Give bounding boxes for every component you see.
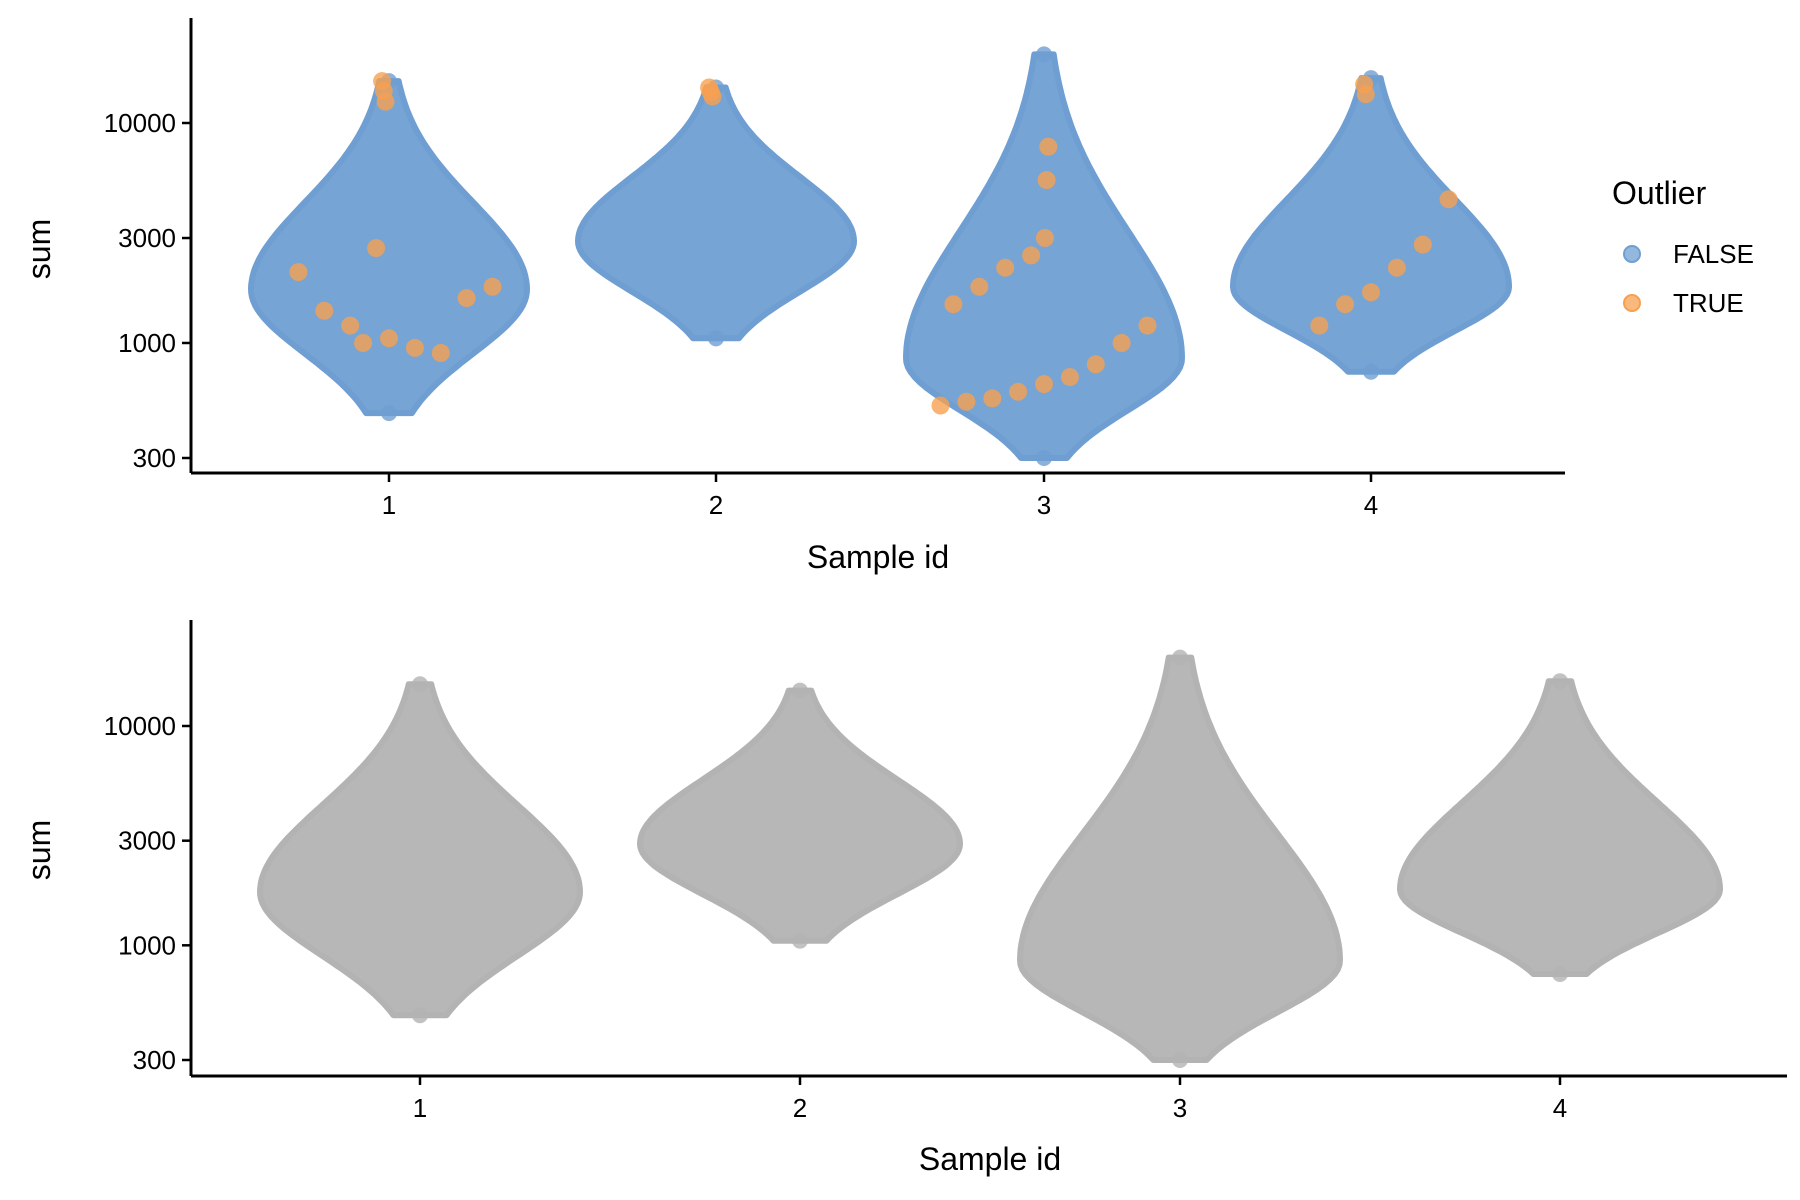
outlier-point (1022, 246, 1041, 265)
bottom-x-axis-title: Sample id (919, 1141, 1061, 1177)
outlier-point (315, 301, 334, 320)
top-violin-sample-3 (903, 51, 1185, 461)
bottom-violin-sample-3 (1017, 654, 1343, 1063)
outlier-point (289, 263, 308, 282)
outlier-point (354, 334, 373, 352)
top-x-axis-title: Sample id (807, 539, 949, 575)
top-violin-sample-4 (1230, 75, 1512, 375)
bottom-y-ticks: 300 1000 3000 10000 (104, 711, 191, 1075)
bottom-violin-max-point-1 (412, 676, 428, 693)
bottom-violin-sample-2 (637, 687, 963, 944)
top-violin-min-point-1 (381, 405, 397, 422)
legend-swatch-false (1623, 245, 1641, 263)
bottom-violin-max-point-4 (1552, 673, 1568, 690)
top-violin-min-point-4 (1363, 363, 1379, 380)
outlier-point (1009, 382, 1028, 401)
outlier-point (431, 344, 450, 362)
outlier-point (983, 389, 1002, 408)
outlier-point (1037, 171, 1056, 190)
outlier-point (1039, 137, 1058, 156)
outlier-point (1362, 283, 1380, 302)
outlier-point (1086, 355, 1105, 374)
legend-label-true: TRUE (1673, 288, 1744, 318)
outlier-point (1387, 258, 1406, 277)
outlier-point (1439, 190, 1458, 209)
bottom-violin-max-point-2 (792, 682, 808, 699)
top-violin-sample-2 (575, 84, 857, 342)
top-violin-min-point-3 (1036, 450, 1052, 466)
outlier-point (970, 277, 989, 296)
bottom-violin-min-point-2 (792, 932, 808, 949)
top-violins (248, 46, 1512, 466)
top-panel: 300 1000 3000 10000 1 2 3 4 Sample id sum Outl… (21, 18, 1754, 575)
top-x-tick-label-2: 2 (709, 490, 723, 520)
outlier-point (1112, 334, 1131, 352)
top-y-tick-label-10000: 10000 (104, 108, 176, 138)
bottom-x-ticks: 1 2 3 4 (413, 1076, 1567, 1123)
bottom-y-tick-label-3000: 3000 (118, 826, 176, 856)
bottom-violin-min-point-1 (412, 1007, 428, 1024)
bottom-y-axis-title: sum (21, 820, 57, 880)
outlier-point (1336, 295, 1355, 314)
outlier-point (483, 277, 502, 296)
outlier-point (1356, 85, 1375, 104)
bottom-violin-max-point-3 (1172, 649, 1188, 666)
bottom-y-tick-label-1000: 1000 (118, 930, 176, 960)
outlier-point (380, 329, 398, 348)
outlier-point (931, 396, 950, 415)
legend-label-false: FALSE (1673, 239, 1754, 269)
top-x-tick-label-3: 3 (1037, 490, 1051, 520)
top-x-ticks: 1 2 3 4 (382, 473, 1378, 520)
legend-title: Outlier (1612, 175, 1707, 211)
outlier-point (1035, 229, 1054, 247)
top-x-tick-label-4: 4 (1364, 490, 1378, 520)
outlier-point (341, 316, 360, 335)
outlier-point (1138, 316, 1157, 335)
top-y-ticks: 300 1000 3000 10000 (104, 108, 191, 473)
top-violin-min-point-2 (708, 330, 724, 347)
outlier-point (1035, 375, 1053, 394)
top-y-tick-label-3000: 3000 (118, 223, 176, 253)
legend-swatch-true (1623, 294, 1641, 312)
outlier-point (405, 338, 424, 357)
bottom-y-tick-label-300: 300 (133, 1045, 176, 1075)
top-y-tick-label-1000: 1000 (118, 328, 176, 358)
outlier-point (457, 289, 476, 308)
outlier-point (1413, 235, 1432, 254)
bottom-y-tick-label-10000: 10000 (104, 711, 176, 741)
bottom-x-tick-label-3: 3 (1173, 1093, 1187, 1123)
outlier-point (376, 92, 395, 111)
outlier-point (944, 295, 963, 314)
outlier-point (957, 392, 976, 411)
top-y-axis-title: sum (21, 219, 57, 279)
top-violin-sample-1 (248, 78, 530, 417)
top-outlier-points (289, 72, 1458, 415)
bottom-x-tick-label-1: 1 (413, 1093, 427, 1123)
outlier-point (703, 87, 722, 106)
bottom-violin-min-point-3 (1172, 1052, 1188, 1068)
outlier-point (1060, 368, 1079, 387)
bottom-violin-sample-4 (1397, 678, 1723, 977)
legend: Outlier FALSE TRUE (1612, 175, 1754, 318)
bottom-panel: 300 1000 3000 10000 1 2 3 4 Sample id sum (21, 620, 1787, 1177)
bottom-violin-min-point-4 (1552, 966, 1568, 983)
bottom-violin-sample-1 (257, 681, 583, 1019)
top-violin-max-point-3 (1036, 46, 1052, 63)
outlier-point (367, 239, 386, 258)
outlier-point (996, 258, 1015, 277)
top-y-tick-label-300: 300 (133, 443, 176, 473)
top-x-tick-label-1: 1 (382, 490, 396, 520)
outlier-point (1310, 316, 1329, 335)
bottom-x-tick-label-2: 2 (793, 1093, 807, 1123)
bottom-violins (257, 649, 1723, 1068)
bottom-x-tick-label-4: 4 (1553, 1093, 1567, 1123)
